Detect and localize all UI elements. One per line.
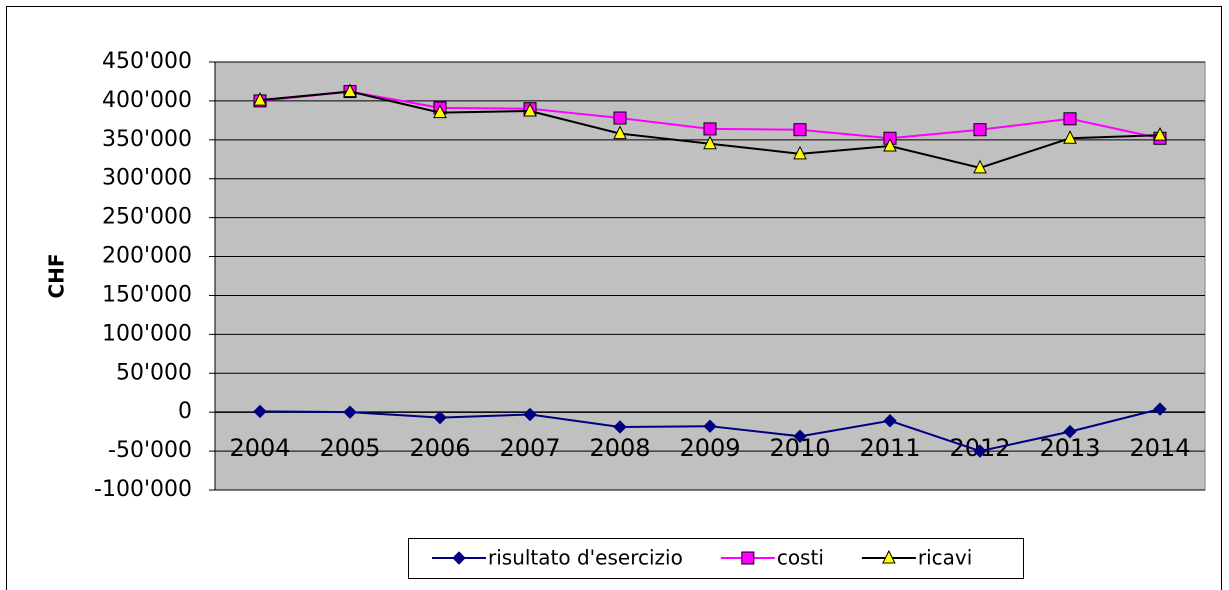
y-tick-label: 350'000 (102, 127, 192, 152)
y-tick-label: 0 (178, 399, 192, 424)
data-point (1153, 127, 1167, 141)
y-tick-label: 50'000 (116, 360, 192, 385)
data-point (793, 429, 807, 444)
legend-marker (741, 551, 755, 565)
x-tick-label: 2014 (1129, 434, 1190, 462)
y-tick-label: 450'000 (102, 49, 192, 74)
legend-marker (452, 551, 466, 565)
data-point (1063, 130, 1077, 144)
data-point (973, 123, 987, 137)
x-tick-label: 2013 (1039, 434, 1100, 462)
data-point (343, 405, 357, 419)
y-tick-label: 400'000 (102, 88, 192, 113)
data-point (703, 135, 717, 150)
x-tick-label: 2009 (679, 434, 740, 462)
data-point (973, 159, 987, 174)
data-point (1063, 424, 1077, 439)
data-point (613, 420, 627, 434)
data-point (613, 111, 627, 125)
data-point (613, 125, 627, 140)
data-point (1063, 112, 1077, 126)
legend-label: costi (777, 546, 824, 570)
y-tick-label: -100'000 (94, 477, 192, 502)
y-tick-label: -50'000 (108, 438, 192, 463)
legend-label: ricavi (918, 546, 972, 570)
data-point (973, 444, 987, 458)
legend-marker (882, 549, 896, 564)
x-tick-label: 2005 (319, 434, 380, 462)
legend-label: risultato d'esercizio (488, 546, 683, 570)
y-tick-label: 250'000 (102, 205, 192, 230)
data-point (703, 419, 717, 433)
data-point (253, 92, 267, 106)
y-axis-label: CHF (45, 253, 69, 298)
x-tick-label: 2008 (589, 434, 650, 462)
data-point (793, 145, 807, 160)
y-tick-label: 200'000 (102, 244, 192, 269)
data-point (523, 407, 537, 422)
legend (408, 538, 1024, 579)
data-point (1153, 402, 1167, 416)
y-tick-label: 300'000 (102, 166, 192, 191)
data-point (433, 104, 447, 119)
x-tick-label: 2004 (229, 434, 290, 462)
data-point (883, 414, 897, 428)
data-point (433, 410, 447, 425)
data-point (793, 123, 807, 137)
x-tick-label: 2011 (859, 434, 920, 462)
x-tick-label: 2007 (499, 434, 560, 462)
data-point (883, 137, 897, 152)
data-point (523, 102, 537, 117)
data-point (343, 83, 357, 98)
x-tick-label: 2006 (409, 434, 470, 462)
y-tick-label: 150'000 (102, 282, 192, 307)
data-point (253, 404, 267, 419)
data-point (703, 122, 717, 136)
y-tick-label: 100'000 (102, 321, 192, 346)
